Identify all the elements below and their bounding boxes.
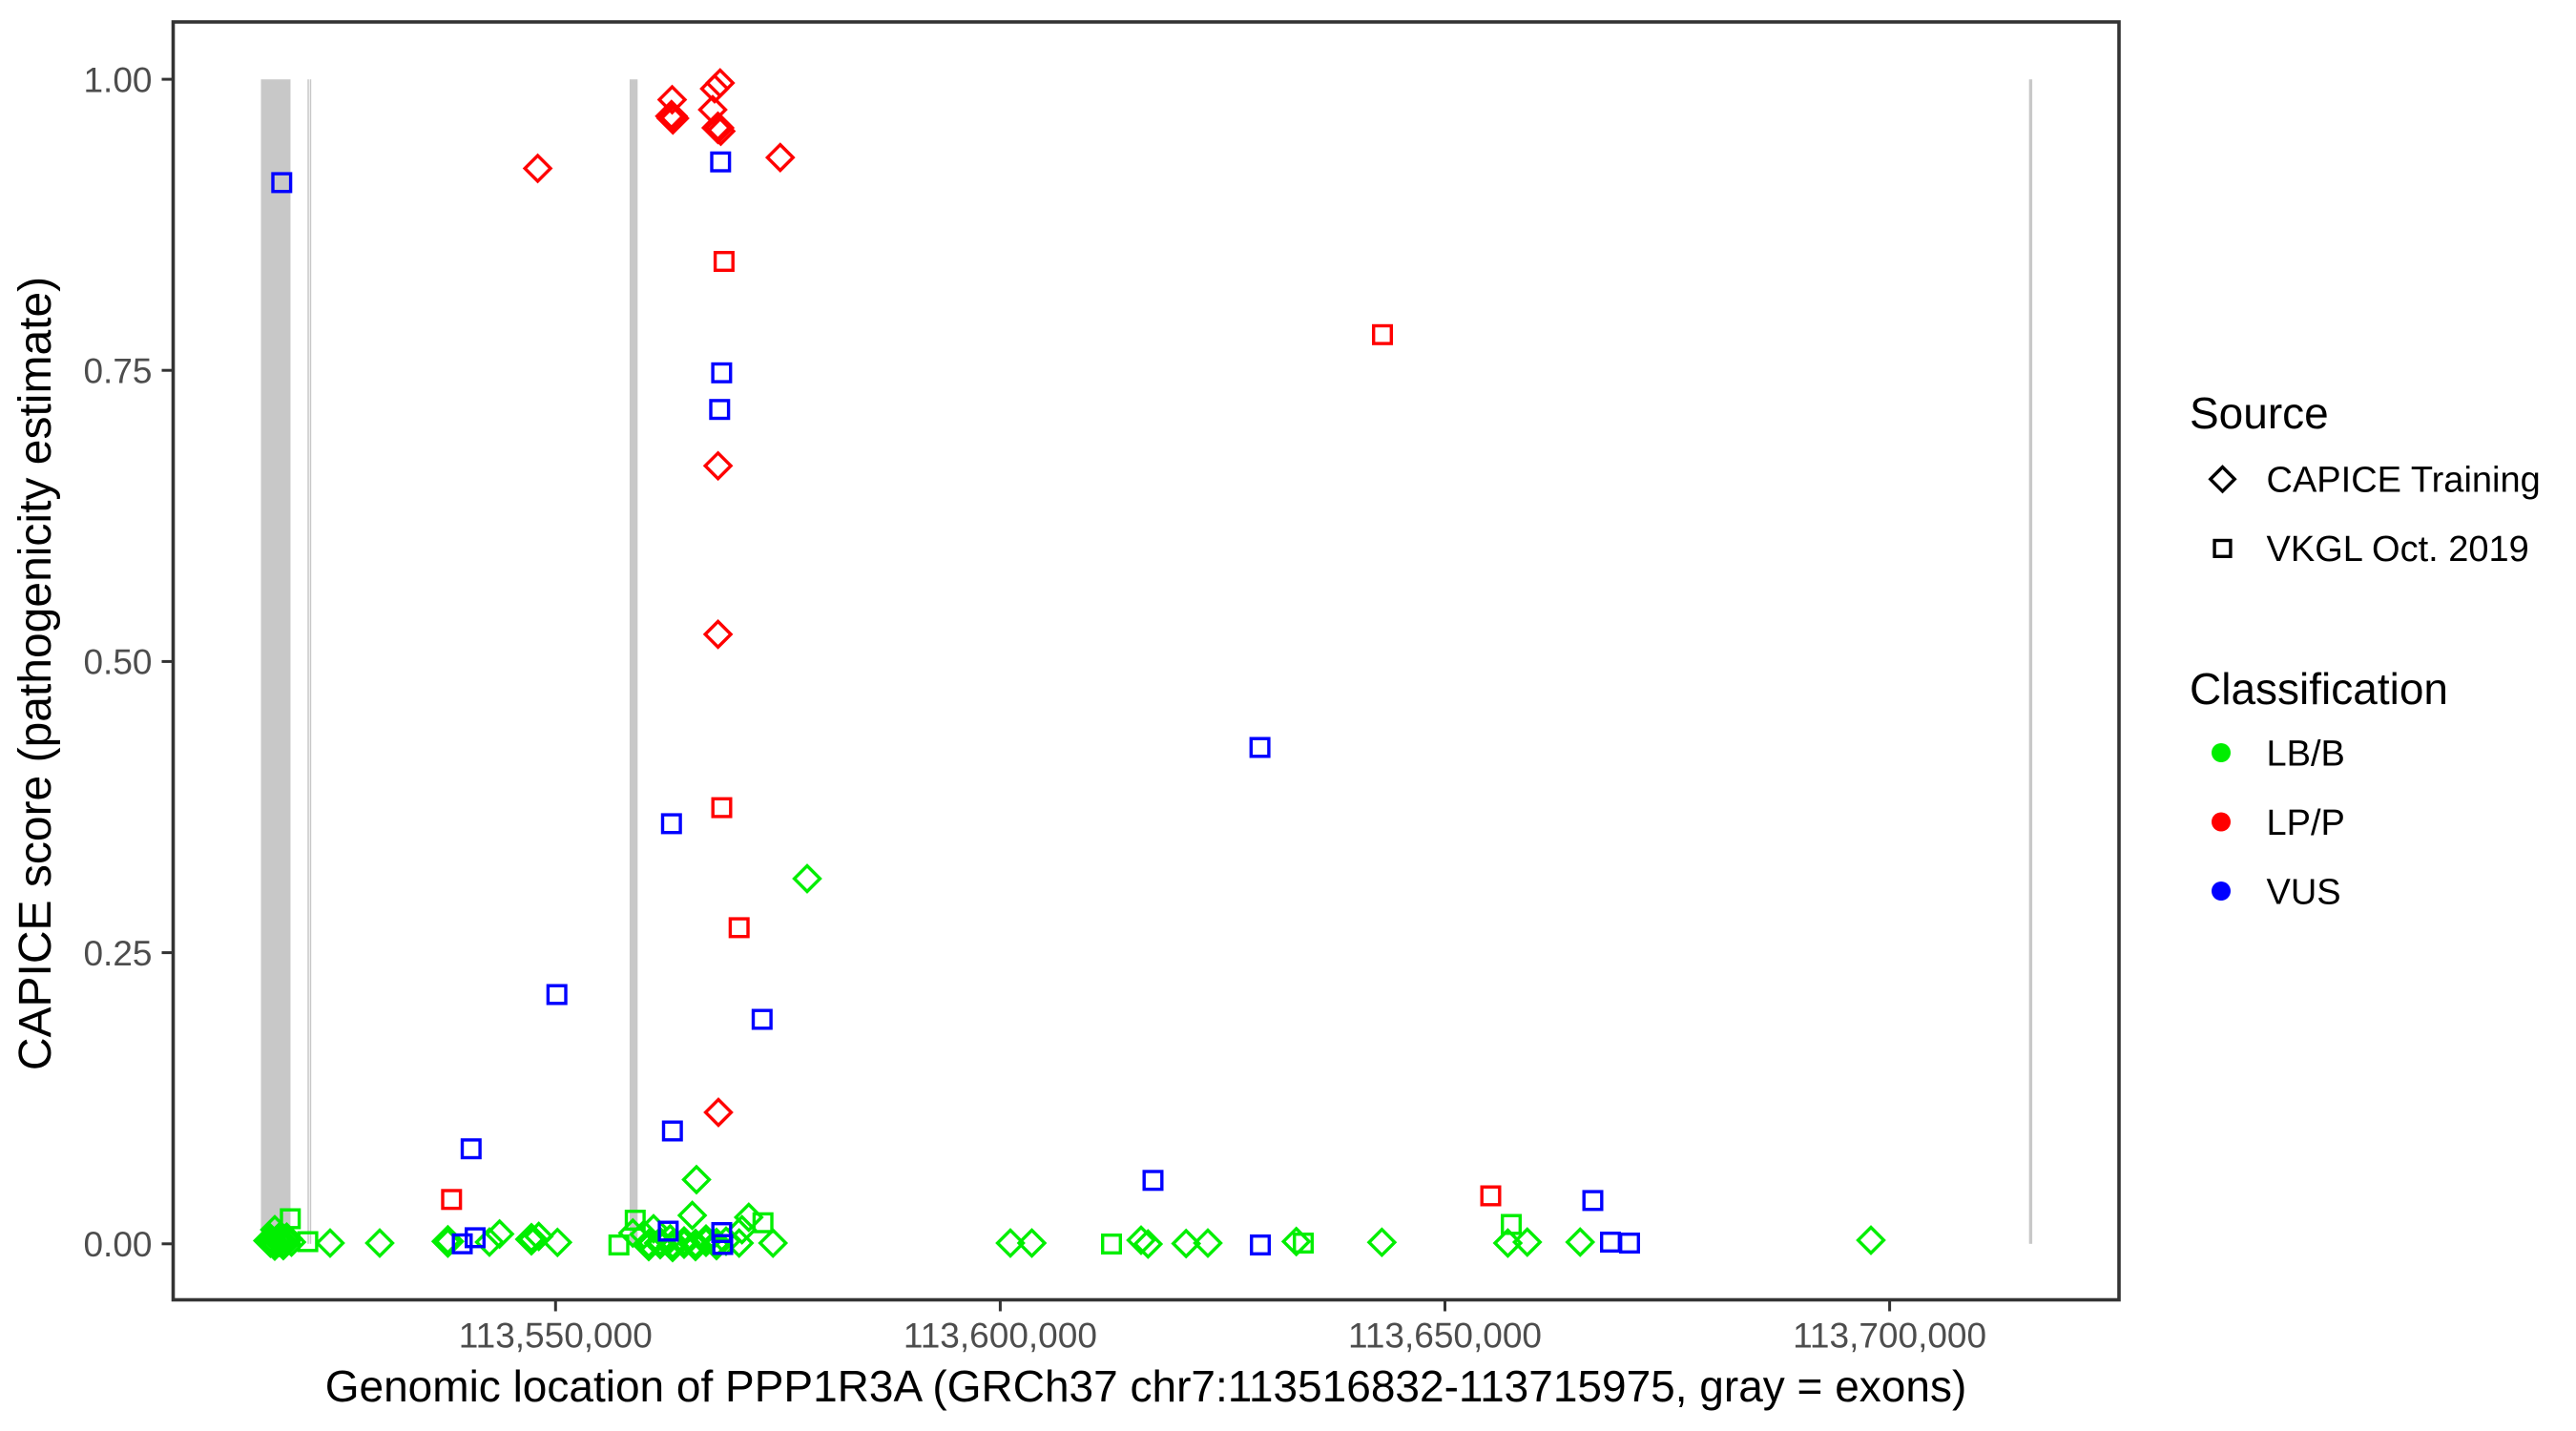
svg-text:VKGL Oct. 2019: VKGL Oct. 2019 xyxy=(2267,529,2529,570)
svg-text:Source: Source xyxy=(2190,388,2329,438)
svg-text:0.75: 0.75 xyxy=(83,351,152,390)
svg-text:CAPICE Training: CAPICE Training xyxy=(2267,461,2541,501)
svg-text:1.00: 1.00 xyxy=(83,60,152,99)
svg-text:113,550,000: 113,550,000 xyxy=(459,1317,653,1356)
svg-text:LB/B: LB/B xyxy=(2267,734,2345,774)
svg-text:VUS: VUS xyxy=(2267,872,2341,912)
svg-text:LP/P: LP/P xyxy=(2267,803,2345,843)
svg-text:Classification: Classification xyxy=(2190,664,2448,714)
svg-text:CAPICE score (pathogenicity es: CAPICE score (pathogenicity estimate) xyxy=(10,277,61,1070)
svg-text:113,650,000: 113,650,000 xyxy=(1348,1317,1542,1356)
svg-text:0.25: 0.25 xyxy=(83,934,152,973)
svg-text:113,600,000: 113,600,000 xyxy=(904,1317,1097,1356)
svg-text:113,700,000: 113,700,000 xyxy=(1793,1317,1986,1356)
svg-text:0.00: 0.00 xyxy=(83,1225,152,1264)
svg-text:Genomic location of PPP1R3A (G: Genomic location of PPP1R3A (GRCh37 chr7… xyxy=(325,1361,1967,1411)
svg-text:0.50: 0.50 xyxy=(83,643,152,682)
